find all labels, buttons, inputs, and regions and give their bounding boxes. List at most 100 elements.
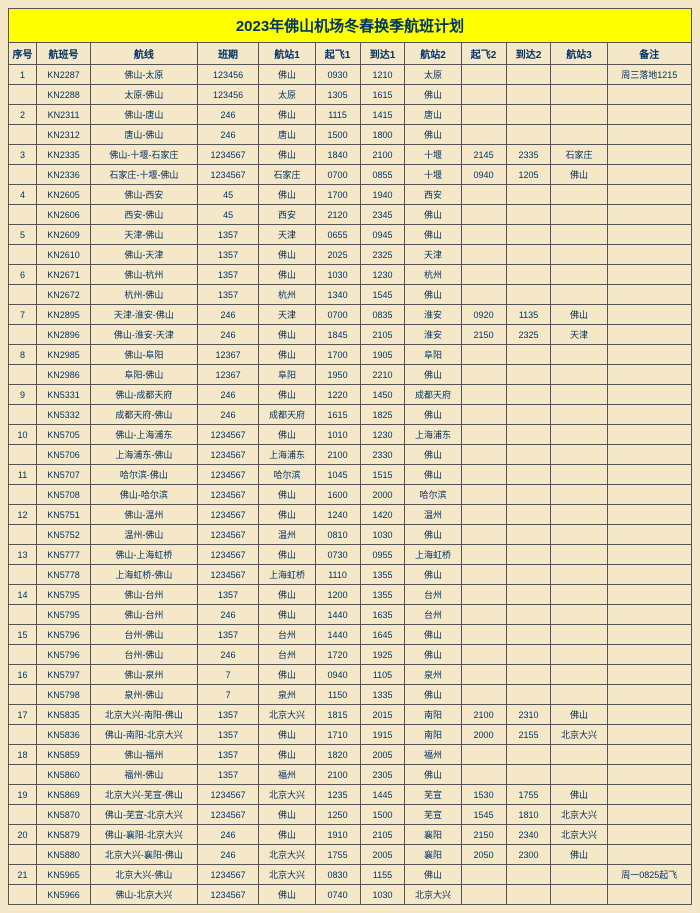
cell	[461, 225, 506, 245]
cell: 1710	[315, 725, 360, 745]
cell: 佛山	[551, 785, 607, 805]
cell: 台州-佛山	[90, 625, 197, 645]
cell	[551, 465, 607, 485]
cell	[461, 445, 506, 465]
cell: KN5798	[37, 685, 91, 705]
cell: 北京大兴-南阳-佛山	[90, 705, 197, 725]
cell	[551, 345, 607, 365]
table-row: 11KN5707哈尔滨-佛山1234567哈尔滨10451515佛山	[9, 465, 692, 485]
cell: 佛山	[405, 225, 461, 245]
table-row: KN5708佛山-哈尔滨1234567佛山16002000哈尔滨	[9, 485, 692, 505]
cell: 1155	[360, 865, 405, 885]
cell: 佛山	[405, 645, 461, 665]
cell: 北京大兴	[551, 725, 607, 745]
cell: KN5708	[37, 485, 91, 505]
cell: 246	[197, 325, 259, 345]
cell: 哈尔滨-佛山	[90, 465, 197, 485]
cell: 2325	[506, 325, 551, 345]
cell: 福州	[259, 765, 315, 785]
cell: 0940	[315, 665, 360, 685]
cell: 周三落地1215	[607, 65, 691, 85]
cell: 佛山	[551, 305, 607, 325]
cell: 14	[9, 585, 37, 605]
cell: 1810	[506, 805, 551, 825]
cell: 2120	[315, 205, 360, 225]
cell	[461, 105, 506, 125]
cell: 佛山	[259, 745, 315, 765]
cell: 17	[9, 705, 37, 725]
cell: 1615	[315, 405, 360, 425]
cell	[551, 645, 607, 665]
cell	[506, 125, 551, 145]
cell: 1500	[360, 805, 405, 825]
cell: 泉州	[405, 665, 461, 685]
cell: 哈尔滨	[259, 465, 315, 485]
cell: 1357	[197, 285, 259, 305]
cell: 1530	[461, 785, 506, 805]
table-row: KN5796台州-佛山246台州17201925佛山	[9, 645, 692, 665]
cell	[461, 385, 506, 405]
cell: 246	[197, 385, 259, 405]
cell: KN2985	[37, 345, 91, 365]
cell: 佛山	[405, 685, 461, 705]
cell	[607, 505, 691, 525]
cell	[506, 625, 551, 645]
cell: 1234567	[197, 545, 259, 565]
cell	[461, 625, 506, 645]
cell	[506, 405, 551, 425]
cell	[9, 125, 37, 145]
col-header: 到达1	[360, 43, 405, 65]
cell: 唐山	[259, 125, 315, 145]
cell: KN2610	[37, 245, 91, 265]
cell: KN5870	[37, 805, 91, 825]
cell: 佛山-成都天府	[90, 385, 197, 405]
cell: 0930	[315, 65, 360, 85]
cell: 芜宣	[405, 805, 461, 825]
cell: 2015	[360, 705, 405, 725]
cell: 1645	[360, 625, 405, 645]
cell: KN2312	[37, 125, 91, 145]
cell	[9, 845, 37, 865]
cell	[551, 625, 607, 645]
cell: 2330	[360, 445, 405, 465]
cell	[607, 745, 691, 765]
cell	[607, 285, 691, 305]
cell: 1940	[360, 185, 405, 205]
cell: 1234567	[197, 865, 259, 885]
cell: 福州	[405, 745, 461, 765]
cell	[551, 525, 607, 545]
cell	[9, 285, 37, 305]
table-row: KN2610佛山-天津1357佛山20252325天津	[9, 245, 692, 265]
cell: 佛山	[259, 425, 315, 445]
cell: 2145	[461, 145, 506, 165]
table-row: KN5752温州-佛山1234567温州08101030佛山	[9, 525, 692, 545]
col-header: 起飞2	[461, 43, 506, 65]
cell	[607, 605, 691, 625]
cell: KN5796	[37, 645, 91, 665]
cell	[551, 885, 607, 905]
cell: 1234567	[197, 785, 259, 805]
cell: 2340	[506, 825, 551, 845]
cell	[506, 665, 551, 685]
cell	[506, 85, 551, 105]
cell: 1234567	[197, 885, 259, 905]
cell: 6	[9, 265, 37, 285]
table-row: KN5778上海虹桥-佛山1234567上海虹桥11101355佛山	[9, 565, 692, 585]
cell: 佛山	[259, 605, 315, 625]
cell: 1355	[360, 565, 405, 585]
cell: 淮安	[405, 305, 461, 325]
table-row: 14KN5795佛山-台州1357佛山12001355台州	[9, 585, 692, 605]
cell	[506, 605, 551, 625]
cell: 12367	[197, 365, 259, 385]
cell	[551, 65, 607, 85]
cell: 1925	[360, 645, 405, 665]
cell: 石家庄	[259, 165, 315, 185]
cell: 2105	[360, 325, 405, 345]
cell: 佛山-台州	[90, 605, 197, 625]
cell: 123456	[197, 65, 259, 85]
cell	[461, 245, 506, 265]
cell: 1234567	[197, 565, 259, 585]
cell: 1755	[315, 845, 360, 865]
cell: 周一0825起飞	[607, 865, 691, 885]
cell: KN2609	[37, 225, 91, 245]
